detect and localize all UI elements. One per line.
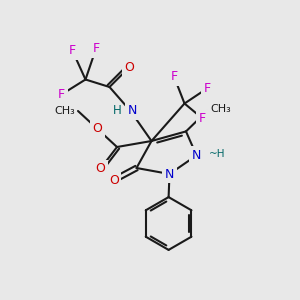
Text: N: N [127,104,137,118]
Text: F: F [58,88,65,101]
Text: CH₃: CH₃ [211,104,231,115]
Text: H: H [113,104,122,118]
Text: O: O [93,122,102,136]
Text: F: F [69,44,76,58]
Text: F: F [199,112,206,125]
Text: N: N [192,149,201,162]
Text: F: F [92,42,100,55]
Text: O: O [96,162,105,175]
Text: O: O [109,173,119,187]
Text: CH₃: CH₃ [54,106,75,116]
Text: N: N [165,167,174,181]
Text: F: F [203,82,211,95]
Text: O: O [124,61,134,74]
Text: ~H: ~H [208,149,225,159]
Text: F: F [170,70,178,83]
